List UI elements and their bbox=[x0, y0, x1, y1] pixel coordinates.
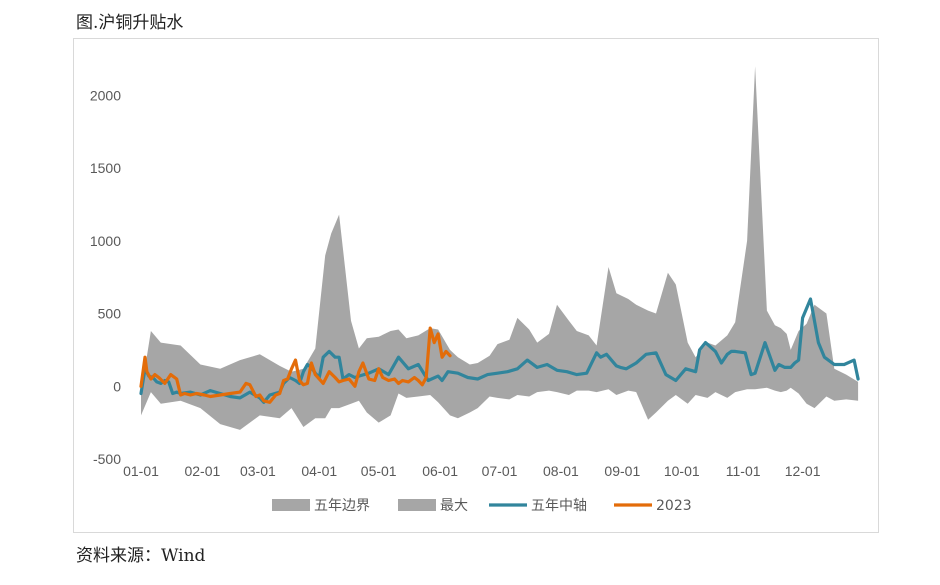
x-tick-label: 01-01 bbox=[123, 463, 159, 479]
legend-swatch-1 bbox=[398, 499, 436, 511]
y-tick-label: 500 bbox=[98, 306, 122, 322]
y-tick-label: 2000 bbox=[90, 87, 121, 103]
x-tick-label: 06-01 bbox=[422, 463, 458, 479]
five-year-band-area bbox=[141, 66, 859, 430]
x-tick-label: 12-01 bbox=[785, 463, 821, 479]
x-tick-label: 10-01 bbox=[664, 463, 700, 479]
x-tick-label: 07-01 bbox=[482, 463, 518, 479]
y-axis: -500 0 500 1000 1500 2000 bbox=[90, 87, 121, 467]
x-tick-label: 08-01 bbox=[543, 463, 579, 479]
x-tick-label: 09-01 bbox=[604, 463, 640, 479]
legend-label-2: 五年中轴 bbox=[531, 498, 587, 514]
x-axis: 01-01 02-01 03-01 04-01 05-01 06-01 07-01 08-01… bbox=[123, 463, 821, 479]
y-tick-label: 1000 bbox=[90, 233, 121, 249]
x-tick-label: 04-01 bbox=[301, 463, 337, 479]
chart-title: 图.沪铜升贴水 bbox=[76, 13, 184, 33]
x-tick-label: 03-01 bbox=[240, 463, 276, 479]
y-tick-label: -500 bbox=[93, 451, 121, 467]
legend-label-1: 最大 bbox=[440, 498, 468, 514]
legend-swatch-0 bbox=[272, 499, 310, 511]
x-tick-label: 11-01 bbox=[726, 463, 761, 479]
legend: 五年边界 最大 五年中轴 2023 bbox=[272, 498, 692, 514]
source-note: 资料来源：Wind bbox=[76, 546, 206, 566]
legend-label-3: 2023 bbox=[656, 498, 692, 514]
y-tick-label: 0 bbox=[113, 378, 121, 394]
x-tick-label: 05-01 bbox=[361, 463, 397, 479]
five-year-median-line bbox=[139, 297, 860, 404]
line-layer bbox=[139, 297, 860, 404]
copper-basis-chart: -500 0 500 1000 1500 2000 01-01 02-01 03-01 04-0… bbox=[90, 66, 860, 514]
y-tick-label: 1500 bbox=[90, 160, 121, 176]
legend-label-0: 五年边界 bbox=[314, 498, 370, 514]
year-2023-line bbox=[139, 326, 452, 404]
band-layer bbox=[141, 66, 859, 430]
x-tick-label: 02-01 bbox=[184, 463, 220, 479]
chart-frame: -500 0 500 1000 1500 2000 01-01 02-01 03-01 04-0… bbox=[73, 38, 879, 533]
